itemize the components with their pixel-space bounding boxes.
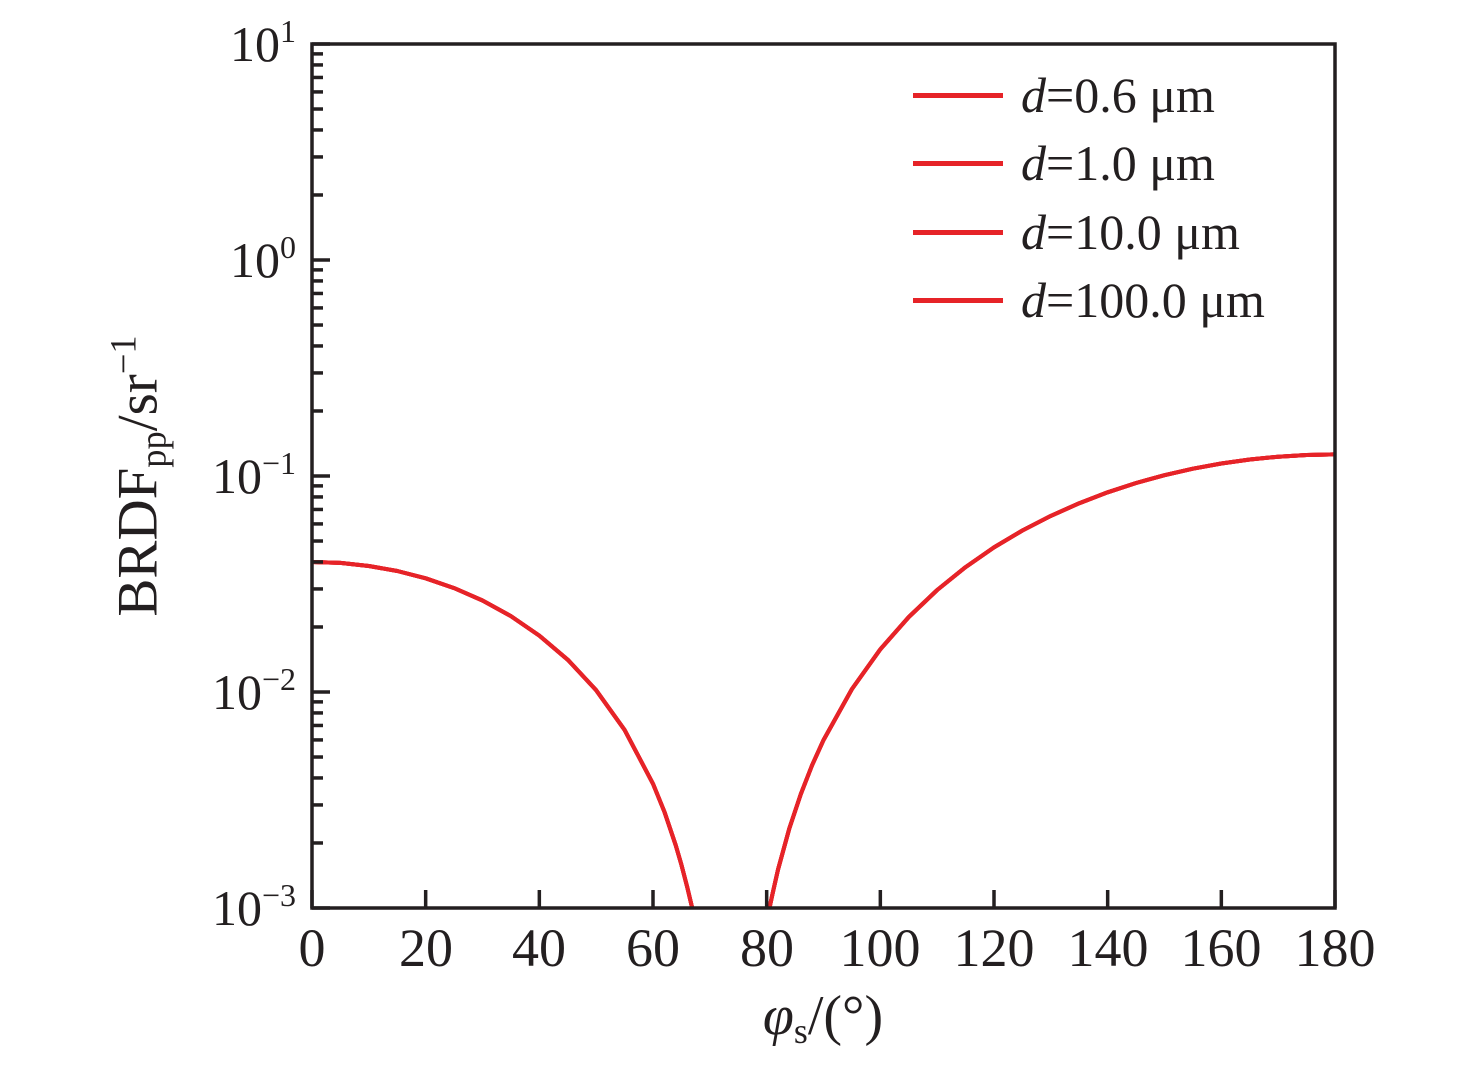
x-tick-label: 120 [953,918,1035,978]
x-tick-label: 20 [399,918,453,978]
y-tick-base: 10 [211,664,262,720]
y-tick-base: 10 [230,16,280,72]
y-axis-title: BRDFpp/sr−1 [102,335,173,617]
legend-label-value: =10.0 μm [1046,204,1240,260]
y-axis-title-subscript: pp [132,431,174,468]
x-tick-label: 140 [1067,918,1149,978]
y-tick-base: 10 [211,448,262,504]
legend-label: d=100.0 μm [1021,275,1265,325]
x-axis-title-subscript: s [793,1010,808,1051]
x-tick-label: 160 [1180,918,1262,978]
x-tick-label: 100 [839,918,921,978]
brdf-curve [767,452,1336,909]
legend-label: d=0.6 μm [1021,70,1215,120]
x-tick-label: 60 [626,918,680,978]
legend-label-value: =0.6 μm [1046,67,1215,123]
y-tick-base: 10 [211,880,262,936]
y-axis-title-superscript: −1 [102,335,144,375]
x-axis-title-symbol: φ [762,985,794,1047]
y-tick-label: 10−1 [211,447,296,504]
brdf-curve [767,452,1336,909]
y-axis-ticks [312,42,330,910]
brdf-curve [311,560,695,909]
y-axis-title-main: BRDF [106,467,170,617]
brdf-curve [311,560,695,909]
y-tick-exponent: −3 [261,877,296,914]
brdf-curve [311,560,695,909]
y-tick-label: 101 [230,15,296,72]
x-axis-ticks [310,890,1337,908]
y-tick-exponent: 1 [280,13,296,50]
legend-line-swatch [913,229,1003,235]
brdf-curve [767,452,1336,909]
legend-label-symbol: d [1021,135,1046,191]
legend-label-symbol: d [1021,204,1046,260]
y-tick-exponent: 0 [280,229,296,266]
legend-label-value: =1.0 μm [1046,135,1215,191]
x-axis-title: φs/(°) [762,985,884,1049]
x-tick-label: 80 [740,918,794,978]
x-tick-label: 180 [1294,918,1376,978]
legend-line-swatch [913,160,1003,166]
x-tick-label: 0 [298,918,326,978]
y-tick-label: 10−2 [211,663,296,720]
y-tick-label: 100 [230,231,296,288]
legend-label: d=10.0 μm [1021,207,1240,257]
legend-label-symbol: d [1021,272,1046,328]
x-tick-label: 40 [512,918,566,978]
legend-label-value: =100.0 μm [1046,272,1265,328]
y-axis-title-units: /sr [106,374,170,432]
legend-line-swatch [913,297,1003,303]
brdf-curve [311,560,695,909]
brdf-curve [767,452,1336,909]
y-tick-base: 10 [230,232,280,288]
y-tick-label: 10−3 [211,879,296,936]
legend-label-symbol: d [1021,67,1046,123]
x-axis-title-units: /(°) [807,985,884,1047]
legend-label: d=1.0 μm [1021,138,1215,188]
brdf-curves [311,452,1336,909]
y-tick-exponent: −1 [261,445,296,482]
legend-line-swatch [913,92,1003,98]
y-tick-exponent: −2 [261,661,296,698]
